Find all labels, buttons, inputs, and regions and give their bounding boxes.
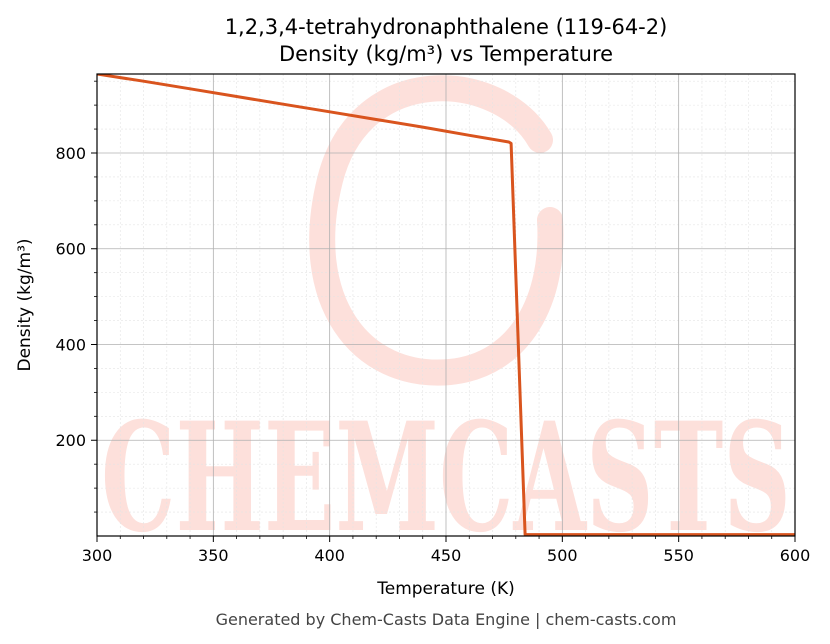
y-tick-label: 800 (55, 144, 86, 163)
series-line-0 (97, 74, 795, 536)
y-tick-label: 200 (55, 431, 86, 450)
x-tick-label: 500 (547, 546, 578, 565)
chart-subtitle: Density (kg/m³) vs Temperature (279, 42, 613, 66)
x-tick-label: 450 (431, 546, 462, 565)
chart-title: 1,2,3,4-tetrahydronaphthalene (119-64-2) (225, 15, 668, 39)
y-tick-label: 600 (55, 240, 86, 259)
x-tick-label: 550 (663, 546, 694, 565)
y-tick-label: 400 (55, 335, 86, 354)
x-axis: 300 350 400 450 500 550 600 (82, 536, 811, 565)
x-axis-label: Temperature (K) (376, 579, 515, 599)
footer-credit: Generated by Chem-Casts Data Engine | ch… (216, 610, 677, 629)
x-tick-label: 400 (314, 546, 345, 565)
x-tick-label: 350 (198, 546, 229, 565)
y-axis: 200 400 600 800 (55, 80, 97, 513)
x-tick-label: 600 (780, 546, 811, 565)
x-tick-label: 300 (82, 546, 113, 565)
y-axis-label: Density (kg/m³) (15, 238, 35, 371)
series-layer (97, 74, 795, 536)
